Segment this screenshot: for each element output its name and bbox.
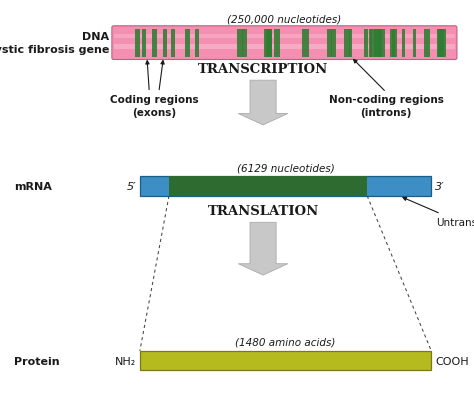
FancyArrow shape bbox=[238, 81, 288, 126]
Bar bbox=[424, 30, 430, 58]
Bar bbox=[413, 30, 416, 58]
Bar bbox=[268, 30, 273, 58]
Bar bbox=[169, 177, 367, 196]
Bar bbox=[401, 30, 405, 58]
Bar bbox=[195, 30, 199, 58]
Bar bbox=[140, 351, 431, 371]
Bar bbox=[242, 30, 247, 58]
Bar bbox=[369, 30, 372, 58]
Bar bbox=[184, 30, 190, 58]
Text: COOH: COOH bbox=[435, 356, 469, 366]
FancyBboxPatch shape bbox=[112, 27, 457, 60]
Bar bbox=[114, 45, 455, 50]
Bar bbox=[302, 30, 309, 58]
Text: Untranslated: Untranslated bbox=[436, 217, 474, 228]
Bar bbox=[392, 30, 397, 58]
Bar bbox=[140, 177, 431, 196]
Bar bbox=[438, 30, 444, 58]
Bar bbox=[349, 30, 353, 58]
Bar bbox=[273, 30, 280, 58]
Bar bbox=[266, 30, 272, 58]
Bar bbox=[374, 30, 380, 58]
Text: Protein: Protein bbox=[14, 356, 60, 366]
Bar bbox=[365, 30, 368, 58]
Bar bbox=[378, 30, 384, 58]
Text: 3′: 3′ bbox=[435, 182, 445, 192]
Text: Non-coding regions
(introns): Non-coding regions (introns) bbox=[329, 95, 444, 117]
Bar bbox=[264, 30, 271, 58]
Bar bbox=[390, 30, 395, 58]
Bar bbox=[135, 30, 139, 58]
Text: TRANSCRIPTION: TRANSCRIPTION bbox=[198, 63, 328, 76]
Text: NH₂: NH₂ bbox=[115, 356, 136, 366]
Text: (250,000 nucleotides): (250,000 nucleotides) bbox=[227, 14, 342, 24]
Bar bbox=[375, 30, 382, 58]
Text: TRANSLATION: TRANSLATION bbox=[208, 205, 319, 218]
Bar bbox=[438, 30, 442, 58]
Text: DNA
cystic fibrosis gene: DNA cystic fibrosis gene bbox=[0, 32, 109, 55]
Bar bbox=[152, 30, 157, 58]
Bar bbox=[171, 30, 175, 58]
Bar bbox=[440, 30, 447, 58]
Bar bbox=[163, 30, 166, 58]
Bar bbox=[370, 30, 376, 58]
Bar bbox=[237, 30, 243, 58]
Bar bbox=[344, 30, 350, 58]
Text: (1480 amino acids): (1480 amino acids) bbox=[236, 337, 336, 347]
Text: 5′: 5′ bbox=[127, 182, 136, 192]
Bar bbox=[114, 34, 455, 39]
Bar bbox=[142, 30, 146, 58]
FancyArrow shape bbox=[238, 223, 288, 275]
Bar bbox=[331, 30, 336, 58]
Bar bbox=[328, 30, 332, 58]
Text: Coding regions
(exons): Coding regions (exons) bbox=[110, 95, 198, 117]
Text: mRNA: mRNA bbox=[14, 182, 52, 192]
Text: (6129 nucleotides): (6129 nucleotides) bbox=[237, 163, 335, 173]
